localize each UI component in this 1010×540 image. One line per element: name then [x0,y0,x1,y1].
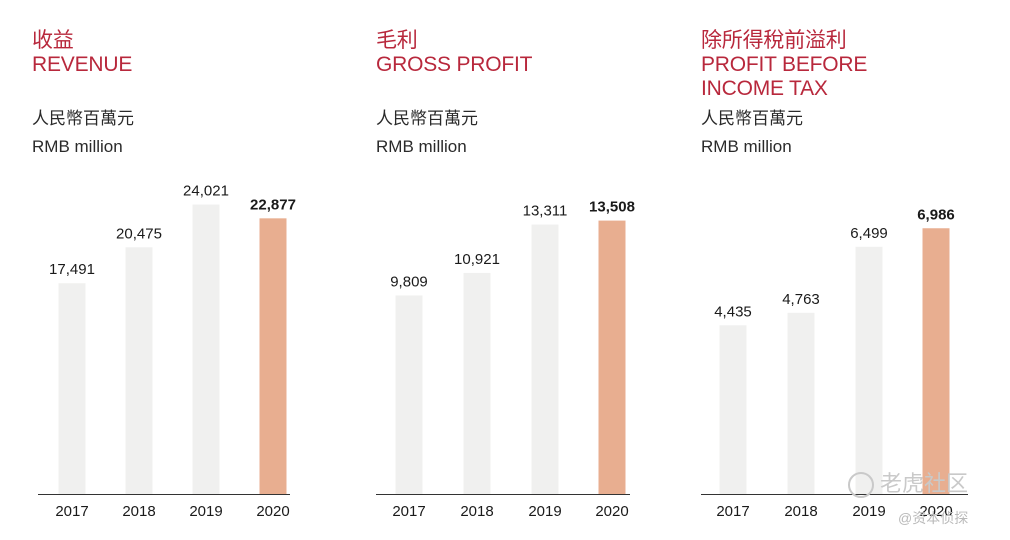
bar-2017 [719,325,747,494]
chart-2: 9,809 2017 10,921 2018 13,311 2019 13,508 2020 [376,199,635,520]
value-label-2018: 20,475 [116,225,162,242]
x-tick-label-2017: 2017 [55,503,88,520]
x-tick-label-2020: 2020 [595,503,628,520]
unit-label-en: RMB million [701,137,792,156]
unit-label-en: RMB million [32,137,123,156]
panel-title-zh: 收益 [32,29,74,52]
bar-2019 [531,224,559,494]
value-label-2017: 4,435 [714,303,752,320]
panel-title-en-line2: INCOME TAX [701,77,828,100]
tiger-logo-icon [848,472,874,499]
bar-2020 [598,220,626,494]
value-label-2019: 13,311 [523,203,568,220]
bar-2020 [922,228,950,494]
unit-label-zh: 人民幣百萬元 [701,109,803,128]
gross-profit-panel: 毛利 GROSS PROFIT 人民幣百萬元 RMB million [376,0,666,540]
panel-title-zh: 除所得稅前溢利 [701,29,847,52]
bar-2019 [855,246,883,494]
x-tick-label-2020: 2020 [256,503,289,520]
bar-2017 [395,295,423,494]
panel-title-zh: 毛利 [376,29,418,52]
x-tick-label-2018: 2018 [784,503,817,520]
chart-1: 17,491 2017 20,475 2018 24,021 2019 22,877 2020 [38,183,296,520]
bar-2018 [787,312,815,494]
panel-title-en: GROSS PROFIT [376,53,533,76]
value-label-2017: 17,491 [49,261,95,278]
x-tick-label-2017: 2017 [392,503,425,520]
profit-before-tax-panel: 除所得稅前溢利 PROFIT BEFORE INCOME TAX 人民幣百萬元 … [701,0,1001,540]
x-tick-label-2018: 2018 [460,503,493,520]
panel-title-en-line1: PROFIT BEFORE [701,53,868,76]
bar-2017 [58,283,86,494]
unit-label-zh: 人民幣百萬元 [32,109,134,128]
x-tick-label-2019: 2019 [528,503,561,520]
x-tick-label-2019: 2019 [189,503,222,520]
x-tick-label-2019: 2019 [852,503,885,520]
chart-3: 4,435 2017 4,763 2018 6,499 2019 6,986 2020 [701,206,968,520]
x-tick-label-2018: 2018 [122,503,155,520]
value-label-2020: 6,986 [917,206,955,223]
revenue-panel: 收益 REVENUE 人民幣百萬元 RMB million [32,0,322,540]
x-tick-label-2017: 2017 [716,503,749,520]
watermark-logo: 老虎社区 [848,466,969,499]
value-label-2018: 10,921 [454,251,500,268]
watermark-text: 老虎社区 [880,471,969,496]
unit-label-zh: 人民幣百萬元 [376,109,478,128]
value-label-2017: 9,809 [390,273,428,290]
bar-2018 [125,247,153,494]
bar-2018 [463,272,491,494]
value-label-2020: 13,508 [589,199,635,216]
panel-title-en: REVENUE [32,53,133,76]
value-label-2018: 4,763 [782,291,820,308]
value-label-2019: 6,499 [850,225,888,242]
value-label-2020: 22,877 [250,196,296,213]
watermark-handle: @资本侦探 [898,510,969,526]
bar-2019 [192,204,220,495]
x-tick-label-2020: 2020 [919,503,952,520]
unit-label-en: RMB million [376,137,467,156]
bar-2020 [259,218,287,494]
value-label-2019: 24,021 [183,183,229,200]
